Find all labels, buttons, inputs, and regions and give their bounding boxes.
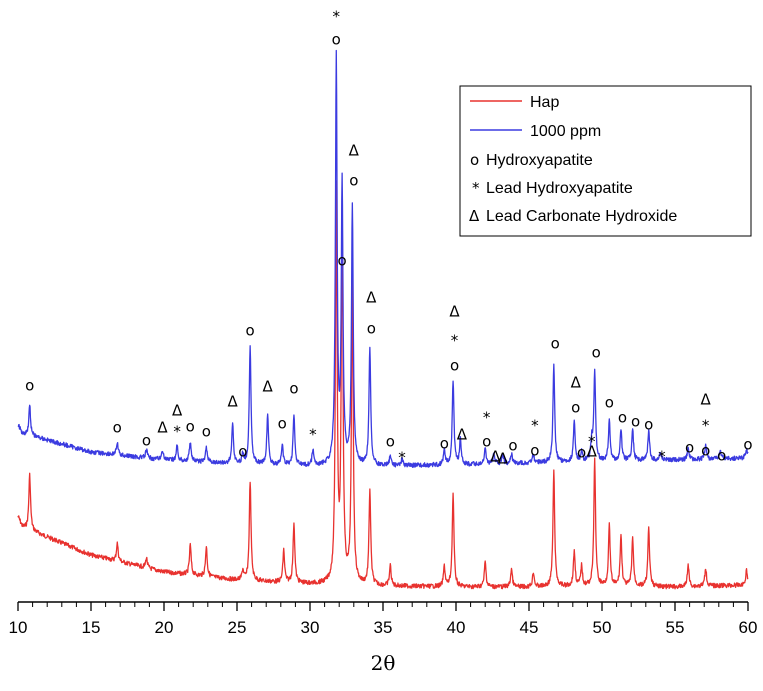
lead-carbonate-hydroxide-marker: Δ (366, 289, 377, 307)
hydroxyapatite-marker: o (338, 252, 347, 270)
lead-hydroxyapatite-marker: * (531, 417, 539, 435)
lead-hydroxyapatite-marker: * (658, 448, 666, 466)
hydroxyapatite-marker: o (186, 418, 195, 436)
hydroxyapatite-marker: o (605, 394, 614, 412)
hydroxyapatite-marker: o (631, 413, 640, 431)
x-tick-label: 45 (520, 618, 539, 637)
hydroxyapatite-marker: o (743, 436, 752, 454)
lead-hydroxyapatite-marker: * (588, 433, 596, 451)
hydroxyapatite-marker: o (571, 399, 580, 417)
hydroxyapatite-marker: o (618, 409, 627, 427)
legend-label-lead-hydroxyapatite: Lead Hydroxyapatite (486, 180, 633, 197)
legend: Hap 1000 ppm o Hydroxyapatite * Lead Hyd… (459, 85, 752, 237)
lead-carbonate-hydroxide-marker: Δ (498, 450, 509, 468)
lead-carbonate-hydroxide-marker: Δ (571, 374, 582, 392)
lead-carbonate-hydroxide-marker: Δ (701, 391, 712, 409)
hydroxyapatite-marker: o (482, 433, 491, 451)
hydroxyapatite-marker: o (577, 444, 586, 462)
x-tick-label: 50 (593, 618, 612, 637)
hydroxyapatite-marker: o (644, 416, 653, 434)
hydroxyapatite-marker: o (278, 415, 287, 433)
hydroxyapatite-marker: o (717, 447, 726, 465)
lead-hydroxyapatite-marker: * (451, 332, 459, 350)
hydroxyapatite-marker: o (113, 419, 122, 437)
x-tick-label: 15 (82, 618, 101, 637)
hydroxyapatite-marker: o (592, 344, 601, 362)
hydroxyapatite-marker: o (289, 380, 298, 398)
hydroxyapatite-marker: o (440, 435, 449, 453)
x-tick-label: 40 (447, 618, 466, 637)
legend-symbol-lead-hydroxyapatite: * (472, 179, 480, 197)
hydroxyapatite-marker: o (508, 437, 517, 455)
lead-carbonate-hydroxide-marker: Δ (172, 402, 183, 420)
hydroxyapatite-marker: o (332, 31, 341, 49)
lead-carbonate-hydroxide-marker: Δ (349, 142, 360, 160)
lead-carbonate-hydroxide-marker: Δ (227, 393, 238, 411)
x-axis: 10 15 20 25 30 35 40 45 50 55 60 (9, 601, 758, 637)
legend-label-lead-carbonate-hydroxide: Lead Carbonate Hydroxide (486, 208, 677, 225)
lead-hydroxyapatite-marker: * (309, 426, 317, 444)
hydroxyapatite-marker: o (238, 443, 247, 461)
x-tick-label: 10 (9, 618, 28, 637)
x-tick-label: 55 (666, 618, 685, 637)
lead-hydroxyapatite-marker: * (398, 449, 406, 467)
x-tick-label: 35 (374, 618, 393, 637)
x-tick-label: 60 (739, 618, 758, 637)
x-tick-label: 25 (228, 618, 247, 637)
hydroxyapatite-marker: o (551, 335, 560, 353)
lead-hydroxyapatite-marker: * (173, 423, 181, 441)
lead-hydroxyapatite-marker: * (483, 409, 491, 427)
series-line-1000ppm (17, 49, 749, 468)
lead-carbonate-hydroxide-marker: Δ (449, 303, 460, 321)
series-layer (17, 49, 749, 590)
legend-label-1000ppm: 1000 ppm (530, 123, 601, 140)
hydroxyapatite-marker: o (386, 433, 395, 451)
legend-box (459, 85, 752, 237)
hydroxyapatite-marker: o (701, 442, 710, 460)
x-tick-label: 30 (301, 618, 320, 637)
hydroxyapatite-marker: o (246, 322, 255, 340)
series-line-hap (17, 180, 749, 590)
lead-carbonate-hydroxide-marker: Δ (587, 443, 598, 461)
lead-carbonate-hydroxide-marker: Δ (490, 448, 501, 466)
lead-hydroxyapatite-marker: * (333, 8, 341, 26)
legend-symbol-hydroxyapatite: o (470, 151, 479, 169)
hydroxyapatite-marker: o (349, 172, 358, 190)
x-axis-title: 2θ (371, 651, 396, 675)
legend-label-hap: Hap (530, 94, 559, 111)
lead-carbonate-hydroxide-marker: Δ (263, 378, 274, 396)
hydroxyapatite-marker: o (142, 432, 151, 450)
hydroxyapatite-marker: o (367, 320, 376, 338)
hydroxyapatite-marker: o (450, 357, 459, 375)
hydroxyapatite-marker: o (202, 423, 211, 441)
hydroxyapatite-marker: o (25, 377, 34, 395)
hydroxyapatite-marker: o (530, 442, 539, 460)
lead-hydroxyapatite-marker: * (702, 417, 710, 435)
x-tick-label: 20 (155, 618, 174, 637)
hydroxyapatite-marker: o (685, 439, 694, 457)
legend-label-hydroxyapatite: Hydroxyapatite (486, 152, 593, 169)
legend-symbol-lead-carbonate-hydroxide: Δ (469, 207, 480, 225)
lead-carbonate-hydroxide-marker: Δ (457, 426, 468, 444)
lead-carbonate-hydroxide-marker: Δ (157, 419, 168, 437)
